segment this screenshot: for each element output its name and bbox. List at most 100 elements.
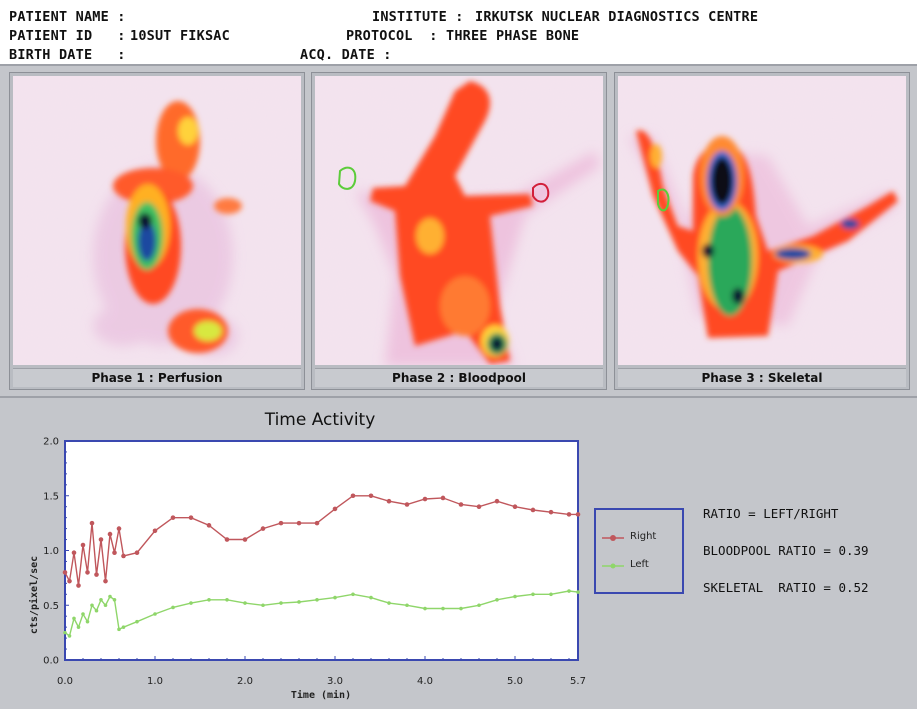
data-point-left xyxy=(81,612,85,616)
data-point-left xyxy=(261,603,265,608)
data-point-left xyxy=(153,612,157,616)
institute-value: IRKUTSK NUCLEAR DIAGNOSTICS CENTRE xyxy=(475,9,759,25)
y-tick-label: 0.0 xyxy=(43,656,59,667)
chart-legend: Right Left xyxy=(594,508,684,594)
data-point-right xyxy=(71,550,77,555)
data-point-right xyxy=(458,502,464,507)
data-point-right xyxy=(530,507,536,513)
data-point-left xyxy=(76,625,81,629)
data-point-left xyxy=(108,594,112,599)
protocol-value: THREE PHASE BONE xyxy=(446,28,580,44)
chart-title: Time Activity xyxy=(264,410,376,430)
skeletal-ratio: SKELETAL RATIO = 0.52 xyxy=(703,580,869,595)
legend-label-right: Right xyxy=(630,531,657,542)
left-series-swatch xyxy=(602,563,624,569)
data-point-left xyxy=(333,595,337,600)
data-point-right xyxy=(494,498,500,504)
data-point-right xyxy=(296,520,302,526)
data-point-left xyxy=(576,590,580,594)
plot-area-background xyxy=(64,440,579,661)
data-point-left xyxy=(513,594,517,599)
data-point-left xyxy=(207,597,211,602)
perfusion-panel[interactable]: Phase 1 : Perfusion xyxy=(9,72,305,390)
data-point-left xyxy=(441,606,445,611)
x-tick-label: 5.7 xyxy=(570,676,586,687)
data-point-right xyxy=(89,520,95,526)
legend-item-right: Right xyxy=(602,530,682,546)
data-point-right xyxy=(224,537,230,542)
data-point-left xyxy=(94,608,99,613)
series-line-right xyxy=(64,495,578,586)
patient-info-header: PATIENT NAME : PATIENT ID : 10SUT FIKSAC… xyxy=(0,0,917,66)
data-point-left xyxy=(225,597,229,602)
data-point-right xyxy=(76,583,81,588)
time-activity-chart[interactable]: 0.0 0.5 1.0 1.5 2.0 0.0 1.0 2.0 3.0 4.0 5.0 5.7 ct… xyxy=(0,430,600,709)
data-point-left xyxy=(495,597,499,602)
data-point-left xyxy=(90,603,94,608)
ratio-definition: RATIO = LEFT/RIGHT xyxy=(703,506,839,521)
data-point-left xyxy=(121,625,126,629)
data-point-right xyxy=(566,512,572,517)
x-tick-label: 0.0 xyxy=(57,676,73,687)
series-line-left xyxy=(64,590,579,638)
patient-id-value: 10SUT FIKSAC xyxy=(130,28,230,44)
data-point-right xyxy=(512,504,518,509)
data-point-left xyxy=(387,601,391,605)
data-point-right xyxy=(98,537,104,542)
series-layer xyxy=(62,493,581,638)
data-point-left xyxy=(477,603,481,608)
institute-label: INSTITUTE : xyxy=(372,9,464,25)
data-point-left xyxy=(189,601,193,605)
skeletal-panel[interactable]: Phase 3 : Skeletal xyxy=(614,72,910,390)
data-point-right xyxy=(67,578,72,584)
data-point-left xyxy=(567,589,571,593)
y-tick-label: 2.0 xyxy=(43,437,59,448)
data-point-right xyxy=(116,526,122,531)
bloodpool-scan-image[interactable] xyxy=(315,76,603,365)
y-axis-ticks: 0.0 0.5 1.0 1.5 2.0 xyxy=(43,437,69,667)
acq-date-label: ACQ. DATE : xyxy=(300,47,392,63)
birth-date-label: BIRTH DATE : xyxy=(9,47,126,63)
data-point-right xyxy=(170,515,176,520)
data-point-left xyxy=(531,592,535,597)
data-point-right xyxy=(548,509,554,515)
data-point-left xyxy=(63,630,67,635)
data-point-left xyxy=(171,605,175,610)
data-point-left xyxy=(112,597,117,602)
data-point-right xyxy=(368,493,374,499)
skeletal-caption: Phase 3 : Skeletal xyxy=(618,368,906,387)
right-series-swatch xyxy=(602,535,624,541)
bloodpool-ratio: BLOODPOOL RATIO = 0.39 xyxy=(703,543,869,558)
data-point-right xyxy=(112,550,117,555)
skeletal-scan-image[interactable] xyxy=(618,76,906,365)
data-point-left xyxy=(405,603,409,608)
data-point-right xyxy=(103,578,108,584)
data-point-left xyxy=(243,601,247,605)
y-axis-label: cts/pixel/sec xyxy=(28,556,40,634)
data-point-right xyxy=(85,570,90,575)
y-tick-label: 1.0 xyxy=(43,546,59,557)
y-tick-label: 0.5 xyxy=(43,601,59,612)
data-point-right xyxy=(278,520,284,526)
data-point-right xyxy=(188,515,194,520)
data-point-left xyxy=(369,595,373,600)
data-point-right xyxy=(242,537,248,542)
data-point-right xyxy=(260,526,266,531)
data-point-left xyxy=(423,606,427,611)
data-point-right xyxy=(107,531,113,537)
bloodpool-panel[interactable]: Phase 2 : Bloodpool xyxy=(311,72,607,390)
bloodpool-caption: Phase 2 : Bloodpool xyxy=(315,368,603,387)
data-point-left xyxy=(297,600,301,604)
data-point-right xyxy=(440,495,446,501)
perfusion-scan-image[interactable] xyxy=(13,76,301,365)
x-tick-label: 4.0 xyxy=(417,676,433,687)
data-point-left xyxy=(72,616,76,621)
data-point-right xyxy=(152,528,158,534)
data-point-left xyxy=(103,603,108,608)
data-point-right xyxy=(314,520,320,526)
x-tick-label: 3.0 xyxy=(327,676,343,687)
data-point-right xyxy=(422,496,428,502)
x-axis-label: Time (min) xyxy=(291,689,351,701)
data-point-right xyxy=(476,504,482,509)
